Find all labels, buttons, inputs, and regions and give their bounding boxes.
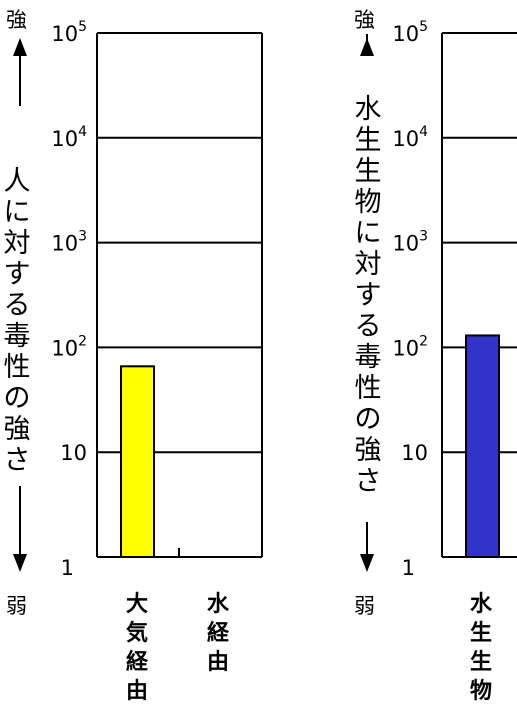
chart2-ytick-label: 102 (392, 333, 428, 360)
chart1-ylabel: 人に対する毒性の強さ (3, 166, 31, 476)
chart2-ytick-label: 104 (392, 124, 428, 151)
chart1-category-label: 大気経由 (125, 592, 148, 704)
chart1-ytick-label: 10 (60, 441, 87, 465)
chart2-ylabel: 水生生物に対する毒性の強さ (352, 94, 384, 497)
chart2-ytick-label: 103 (392, 229, 428, 256)
chart1-ytick-label: 102 (51, 333, 87, 360)
chart2-category-label: 水生生物 (469, 592, 492, 704)
chart1-strong-label: 強 (6, 8, 27, 32)
chart2-arrow-down-head (360, 554, 374, 572)
chart1-bar (120, 365, 155, 558)
chart1-ytick-label: 1 (61, 556, 74, 580)
chart1-weak-label: 弱 (6, 594, 27, 618)
chart2-ytick-label: 10 (401, 441, 428, 465)
chart2-weak-label: 弱 (354, 594, 375, 618)
chart1-ytick-label: 104 (51, 124, 87, 151)
chart1-arrow-up-head (13, 38, 27, 56)
chart1-ytick-label: 103 (51, 229, 87, 256)
chart1-ytick-label: 105 (51, 19, 87, 46)
chart2-arrow-up-head (360, 38, 374, 56)
chart2-ytick-label: 1 (402, 556, 415, 580)
chart2-ytick-label: 105 (392, 19, 428, 46)
chart1-category-label: 水経由 (206, 592, 229, 675)
chart1-arrow-down-head (13, 554, 27, 572)
chart2-bar (465, 334, 500, 558)
chart2-strong-label: 強 (354, 8, 375, 32)
